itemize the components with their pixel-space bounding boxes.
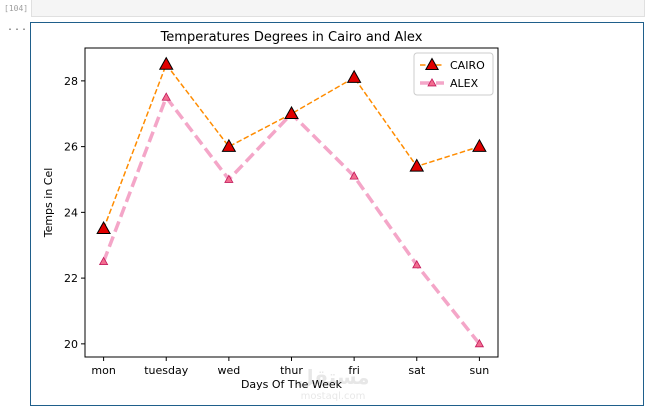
data-point-alex [412, 259, 422, 269]
y-tick-label: 26 [64, 141, 78, 154]
code-input-area[interactable] [31, 0, 645, 17]
data-point-cairo [158, 56, 174, 70]
watermark: مستقل mostaql.com [296, 365, 369, 402]
y-axis-label: Temps in Cel [42, 168, 55, 239]
legend-marker-cairo [424, 57, 440, 71]
output-prompt[interactable]: ... [7, 22, 29, 33]
x-tick-label: mon [91, 364, 115, 377]
data-point-alex [349, 171, 359, 180]
x-axis-label: Days Of The Week [241, 378, 343, 391]
legend: CAIRO ALEX [413, 52, 494, 96]
legend-marker-alex [427, 77, 437, 87]
data-point-alex [98, 256, 109, 266]
input-prompt: [104] [4, 4, 29, 13]
x-tick-label: sat [408, 364, 425, 377]
data-point-alex [161, 92, 171, 101]
y-tick-label: 24 [64, 206, 78, 219]
watermark-url: mostaql.com [301, 391, 366, 402]
legend-label-cairo: CAIRO [450, 59, 485, 72]
input-cell[interactable]: [104] [0, 0, 645, 18]
data-point-cairo [221, 138, 237, 152]
legend-label-alex: ALEX [450, 77, 479, 90]
line-chart: مستقل mostaql.com Temperatures Degrees i… [42, 30, 499, 402]
y-tick-label: 28 [64, 75, 78, 88]
data-point-alex [474, 338, 485, 348]
data-point-cairo [346, 69, 362, 83]
output-area [30, 22, 644, 406]
x-tick-label: thur [280, 364, 303, 377]
chart-title: Temperatures Degrees in Cairo and Alex [160, 30, 423, 45]
watermark-arabic: مستقل [296, 365, 369, 389]
data-point-cairo [472, 138, 487, 152]
x-tick-label: sun [470, 364, 490, 377]
data-point-cairo [284, 105, 299, 120]
x-tick-label: wed [217, 364, 240, 377]
series-line-alex [101, 93, 481, 345]
data-point-alex [224, 174, 234, 183]
y-tick-label: 22 [64, 272, 78, 285]
x-tick-label: fri [348, 364, 359, 377]
x-tick-label: tuesday [144, 364, 189, 377]
data-point-cairo [409, 158, 425, 172]
y-tick-label: 20 [64, 338, 78, 351]
data-point-cairo [96, 220, 111, 235]
